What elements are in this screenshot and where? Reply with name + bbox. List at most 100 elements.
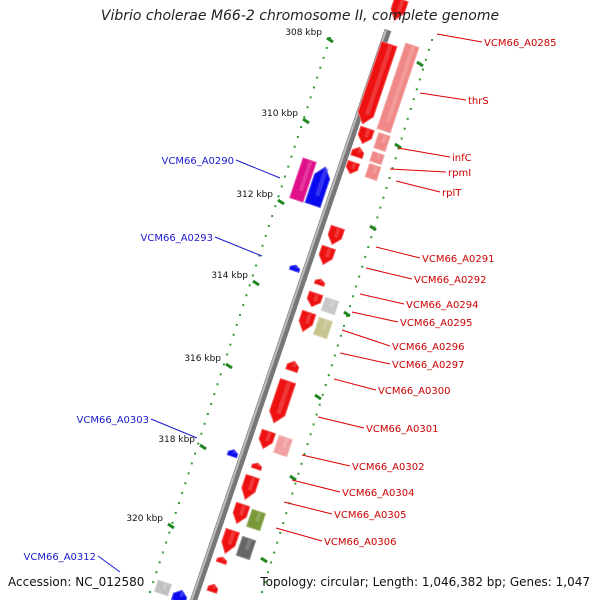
gene-label[interactable]: VCM66_A0305 [334, 510, 406, 521]
gene-feature-shade [239, 505, 246, 516]
inner-scale-dot [303, 116, 306, 119]
outer-scale-dot [379, 206, 382, 209]
scale-tick [343, 310, 351, 318]
outer-scale-dot [415, 88, 418, 91]
gene-label[interactable]: VCM66_A0304 [342, 488, 414, 499]
label-leader-line [395, 180, 441, 193]
outer-scale-dot [361, 265, 364, 268]
gene-label[interactable]: thrS [468, 96, 489, 107]
gene-feature-shade [221, 557, 225, 562]
inner-scale-dot [197, 442, 200, 445]
inner-scale-dot [194, 452, 196, 455]
gene-feature-shade [282, 438, 289, 448]
gene-label[interactable]: VCM66_A0285 [484, 38, 556, 49]
gene-label[interactable]: VCM66_A0301 [366, 424, 438, 435]
label-leader-line [397, 147, 451, 158]
gene-label[interactable]: VCM66_A0306 [324, 537, 396, 548]
scale-tick [260, 556, 268, 564]
outer-scale-dot [285, 512, 288, 515]
gene-label[interactable]: VCM66_A0297 [392, 360, 464, 371]
inner-scale-dot [248, 284, 251, 287]
inner-scale-dot [293, 145, 296, 148]
outer-scale-dot [282, 522, 285, 524]
gene-label[interactable]: VCM66_A0295 [400, 318, 472, 329]
gene-label[interactable]: VCM66_A0292 [414, 275, 486, 286]
outer-scale-dot [330, 364, 333, 367]
outer-scale-dot [352, 295, 355, 298]
outer-scale-dot [312, 423, 315, 426]
inner-scale-dot [184, 482, 187, 485]
outer-scale-dot [409, 108, 412, 110]
inner-scale-dot [280, 185, 283, 188]
outer-scale-dot [418, 78, 421, 81]
label-leader-line [235, 159, 281, 179]
inner-scale-dot [168, 531, 171, 534]
gene-label[interactable]: VCM66_A0296 [392, 342, 464, 353]
gene-feature-shade [265, 432, 272, 442]
inner-scale-dot [284, 175, 286, 178]
gene-label[interactable]: infC [452, 153, 472, 164]
gene-feature [285, 360, 300, 374]
outer-scale-dot [367, 246, 370, 248]
gene-feature-shade [315, 167, 329, 197]
outer-scale-dot [279, 531, 282, 534]
gene-feature-shade [256, 463, 260, 468]
inner-scale-dot [264, 234, 267, 237]
scale-tick-label: 308 kbp [285, 28, 322, 38]
inner-scale-dot [245, 294, 248, 297]
gene-feature-shade [294, 265, 298, 270]
inner-scale-dot [258, 254, 261, 257]
outer-scale-dot [424, 58, 427, 61]
inner-scale-dot [261, 244, 264, 247]
inner-scale-dot [309, 96, 312, 99]
gene-label[interactable]: rpmI [448, 168, 471, 179]
gene-label[interactable]: VCM66_A0291 [422, 254, 494, 265]
gene-label[interactable]: VCM66_A0302 [352, 462, 424, 473]
label-leader-line [301, 454, 351, 467]
scale-tick [199, 443, 207, 451]
outer-scale-dot [431, 39, 433, 41]
label-leader-line [341, 329, 391, 347]
gene-features [153, 0, 420, 604]
gene-label[interactable]: VCM66_A0293 [141, 233, 213, 244]
outer-scale-dot [321, 393, 324, 396]
outer-scale-dot [400, 137, 403, 140]
gene-label[interactable]: VCM66_A0300 [378, 386, 450, 397]
gene-feature-shade [376, 154, 381, 160]
scale-tick [289, 474, 297, 482]
gene-feature [288, 264, 301, 274]
outer-scale-dot [276, 541, 279, 544]
gene-feature-shade [334, 228, 341, 238]
outer-scale-dot [294, 482, 297, 485]
inner-scale-dot [177, 501, 180, 504]
outer-scale-dot [264, 581, 267, 584]
gene-label[interactable]: VCM66_A0312 [24, 552, 96, 563]
gene-label[interactable]: rplT [442, 188, 462, 199]
gene-label[interactable]: VCM66_A0294 [406, 300, 478, 311]
gene-feature-shade [319, 279, 323, 284]
outer-scale-dot [339, 334, 342, 337]
inner-scale-dot [316, 76, 319, 79]
outer-scale-dot [261, 591, 263, 593]
inner-scale-dot [319, 66, 322, 69]
gene-feature-shade [162, 583, 168, 590]
outer-scale-dot [333, 354, 336, 357]
gene-feature [215, 556, 228, 566]
gene-feature [250, 462, 263, 472]
outer-scale-dot [346, 315, 348, 317]
outer-scale-dot [406, 117, 409, 120]
gene-feature [226, 449, 239, 459]
outer-scale-dot [291, 492, 294, 495]
outer-scale-dot [355, 285, 358, 288]
gene-label[interactable]: VCM66_A0290 [162, 156, 234, 167]
label-leader-line [333, 378, 377, 391]
gene-label[interactable]: VCM66_A0303 [77, 415, 149, 426]
inner-scale-dot [149, 591, 151, 593]
gene-feature-shade [292, 362, 297, 368]
inner-scale-dot [226, 353, 229, 356]
gene-feature-shade [276, 381, 292, 415]
scale-tick [326, 36, 334, 44]
gene-feature-shade [351, 163, 357, 170]
outer-scale-dot [412, 98, 415, 101]
backbone-highlight [190, 29, 387, 603]
